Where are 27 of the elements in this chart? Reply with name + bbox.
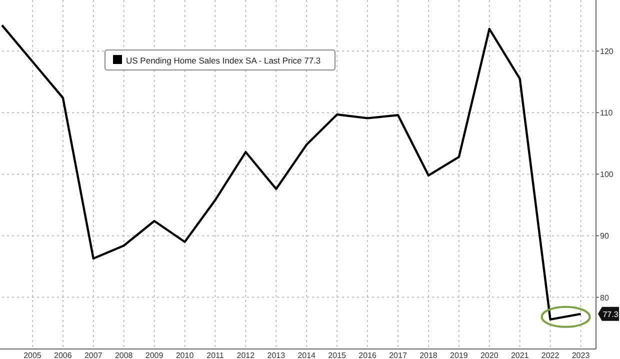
x-tick-label: 2008	[114, 351, 134, 359]
x-tick-label: 2022	[541, 351, 560, 359]
x-tick-label: 2010	[176, 351, 194, 359]
x-tick-label: 2015	[328, 351, 347, 359]
x-tick-label: 2021	[510, 351, 530, 359]
x-tick-label: 2023	[572, 351, 590, 359]
x-tick-label: 2017	[389, 351, 408, 359]
x-tick-label: 2011	[206, 351, 224, 359]
x-tick-label: 2009	[145, 351, 164, 359]
x-tick-label: 2014	[298, 351, 316, 359]
x-tick-label: 2006	[54, 351, 72, 359]
y-tick-label: 120	[600, 47, 614, 56]
legend-label: US Pending Home Sales Index SA - Last Price 77.3	[126, 56, 321, 66]
y-tick-label: 90	[600, 232, 610, 241]
annotation: 77.3	[602, 310, 619, 319]
x-tick-label: 2005	[24, 351, 42, 359]
x-tick-label: 2012	[236, 351, 256, 359]
line-series	[0, 24, 582, 321]
y-tick-label: 100	[600, 170, 614, 180]
x-tick-label: 2016	[358, 351, 377, 359]
x-tick-label: 2013	[267, 351, 286, 359]
x-tick-label: 2018	[420, 351, 438, 359]
x-tick-label: 2019	[450, 351, 468, 359]
y-tick-label: 80	[600, 293, 610, 302]
y-tick-label: 110	[600, 108, 614, 118]
x-tick-label: 2007	[84, 351, 103, 359]
x-tick-label: 2020	[480, 351, 499, 359]
